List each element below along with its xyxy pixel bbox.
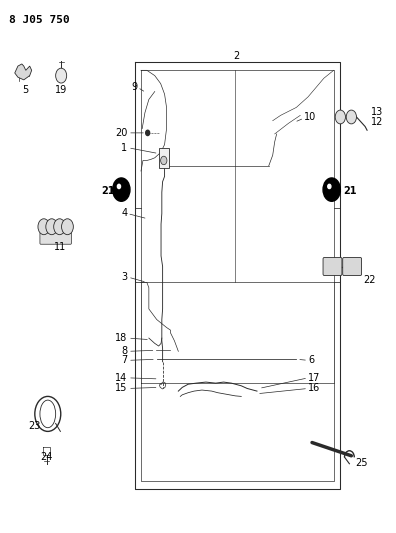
Circle shape bbox=[117, 184, 120, 189]
Circle shape bbox=[335, 110, 345, 124]
Text: 12: 12 bbox=[371, 117, 383, 127]
FancyBboxPatch shape bbox=[159, 148, 169, 168]
Polygon shape bbox=[15, 64, 32, 80]
Text: 21: 21 bbox=[101, 186, 114, 196]
Circle shape bbox=[161, 156, 167, 165]
Text: 4: 4 bbox=[121, 208, 127, 219]
Text: 6: 6 bbox=[308, 356, 314, 365]
Text: 3: 3 bbox=[121, 272, 127, 282]
Text: 14: 14 bbox=[115, 373, 127, 383]
Circle shape bbox=[146, 130, 150, 135]
Circle shape bbox=[323, 178, 340, 201]
Text: 8 J05 750: 8 J05 750 bbox=[9, 14, 70, 25]
Text: 8: 8 bbox=[121, 346, 127, 357]
Text: 2: 2 bbox=[233, 51, 239, 61]
Text: 1: 1 bbox=[121, 143, 127, 153]
Text: 10: 10 bbox=[304, 112, 316, 122]
Text: 9: 9 bbox=[131, 82, 137, 92]
Circle shape bbox=[113, 178, 130, 201]
Circle shape bbox=[346, 110, 356, 124]
Circle shape bbox=[38, 219, 50, 235]
Circle shape bbox=[54, 219, 65, 235]
Text: 21: 21 bbox=[343, 186, 357, 196]
Text: 18: 18 bbox=[115, 333, 127, 343]
Circle shape bbox=[328, 184, 331, 189]
FancyBboxPatch shape bbox=[343, 257, 362, 276]
Text: 17: 17 bbox=[308, 373, 320, 383]
Circle shape bbox=[56, 68, 67, 83]
Text: 22: 22 bbox=[363, 274, 376, 285]
Text: 20: 20 bbox=[115, 128, 127, 138]
FancyBboxPatch shape bbox=[40, 232, 71, 244]
Text: 15: 15 bbox=[115, 383, 127, 393]
Text: 11: 11 bbox=[53, 242, 66, 252]
Text: 7: 7 bbox=[121, 356, 127, 365]
FancyBboxPatch shape bbox=[323, 257, 342, 276]
Text: 23: 23 bbox=[29, 421, 41, 431]
Circle shape bbox=[61, 219, 73, 235]
Circle shape bbox=[46, 219, 58, 235]
Text: 13: 13 bbox=[371, 107, 383, 117]
Text: 24: 24 bbox=[40, 453, 53, 463]
Text: 5: 5 bbox=[23, 85, 29, 95]
Text: 25: 25 bbox=[355, 458, 368, 467]
Text: 16: 16 bbox=[308, 383, 320, 393]
Text: 19: 19 bbox=[55, 85, 67, 95]
